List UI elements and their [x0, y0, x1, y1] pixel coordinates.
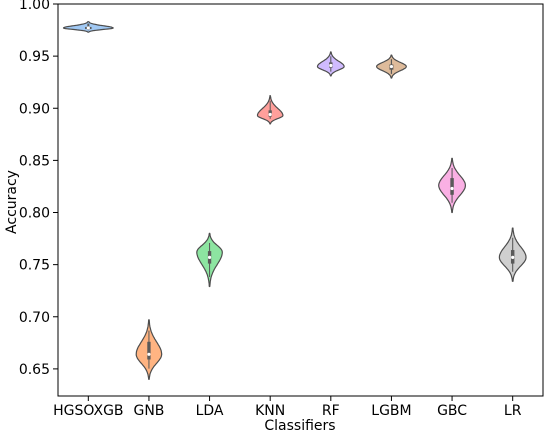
y-axis: 0.65 0.70 0.75 0.80 0.85 0.90 0.95 1.00 — [19, 0, 58, 378]
y-tick-label: 0.65 — [19, 362, 50, 378]
x-axis: HGSOXGB GNB LDA KNN RF LGBM GBC LR — [53, 396, 522, 419]
y-tick-label: 0.75 — [19, 258, 50, 274]
median-dot-knn — [268, 112, 272, 117]
y-tick-label: 0.90 — [19, 101, 50, 117]
y-tick-label: 1.00 — [19, 0, 50, 13]
iqr-box-gnb — [147, 341, 151, 360]
median-dot-lgbm — [389, 64, 394, 69]
median-dot-gnb — [147, 352, 151, 356]
x-tick-label: GNB — [133, 403, 164, 419]
median-dot-rf — [329, 63, 333, 68]
x-tick-label: RF — [322, 403, 340, 419]
x-tick-label: GBC — [437, 403, 467, 419]
median-dot-hgsoxgb — [86, 26, 90, 30]
x-tick-label: LGBM — [371, 403, 411, 419]
y-tick-label: 0.95 — [19, 49, 50, 65]
x-axis-label: Classifiers — [264, 418, 335, 434]
iqr-box-gbc — [450, 178, 454, 195]
x-tick-label: HGSOXGB — [53, 403, 123, 419]
y-tick-label: 0.80 — [19, 206, 50, 222]
x-tick-label: KNN — [255, 403, 285, 419]
median-dot-gbc — [450, 186, 454, 191]
y-tick-label: 0.85 — [19, 153, 50, 169]
median-dot-lr — [511, 255, 515, 259]
median-dot-lda — [207, 255, 212, 259]
violins — [62, 21, 527, 380]
y-axis-label: Accuracy — [4, 170, 20, 234]
x-tick-label: LR — [504, 403, 522, 419]
y-tick-label: 0.70 — [19, 310, 50, 326]
x-tick-label: LDA — [196, 403, 224, 419]
plot-frame — [57, 3, 544, 397]
